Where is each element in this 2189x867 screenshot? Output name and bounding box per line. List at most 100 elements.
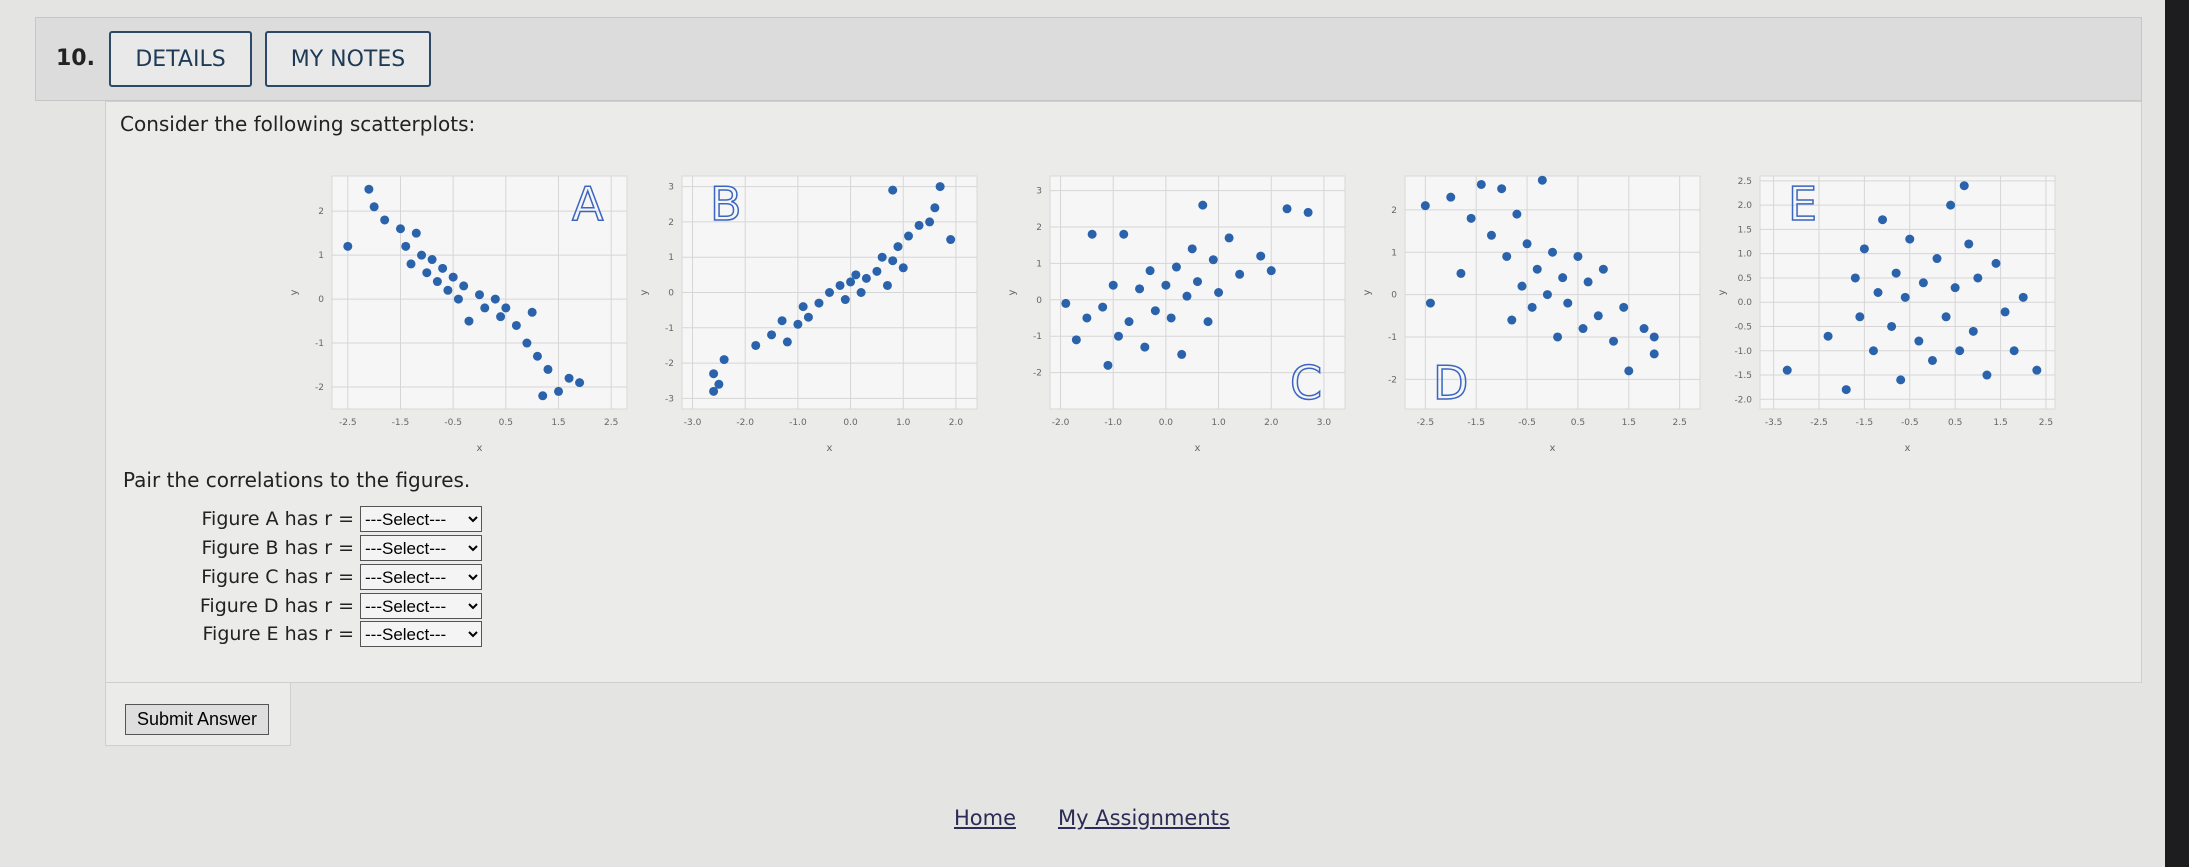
data-point [1224,233,1234,243]
correlation-select[interactable]: ---Select--- [360,564,482,590]
data-point [1868,346,1878,356]
x-tick-label: -3.0 [684,418,702,428]
data-point [1950,283,1960,293]
data-point [767,330,777,340]
x-axis-label: x [477,443,483,454]
data-point [888,256,898,266]
data-point [401,241,411,251]
y-tick-label: -0.5 [1734,322,1752,332]
data-point [882,280,892,290]
x-tick-label: -1.5 [1856,418,1874,428]
y-tick-label: 2.5 [1738,177,1752,187]
data-point [777,316,787,326]
y-tick-label: 0 [668,289,674,299]
data-point [1282,204,1292,214]
x-tick-label: -0.5 [1901,418,1919,428]
data-point [1598,264,1608,274]
data-point [1522,239,1532,249]
data-point [364,184,374,194]
data-point [1235,269,1245,279]
y-tick-label: 1 [318,251,324,261]
data-point [1593,311,1603,321]
correlation-select[interactable]: ---Select--- [360,593,482,619]
data-point [1973,273,1983,283]
data-point [1061,298,1071,308]
correlation-select[interactable]: ---Select--- [360,621,482,647]
data-point [709,369,719,379]
y-tick-label: 1 [1036,259,1042,269]
data-point [1119,229,1129,239]
home-link[interactable]: Home [954,806,1017,830]
data-point [522,338,532,348]
data-point [1558,273,1568,283]
x-tick-label: 1.5 [1622,418,1636,428]
y-tick-label: 1 [668,253,674,263]
data-point [1098,302,1108,312]
data-point [1425,298,1435,308]
correlation-select[interactable]: ---Select--- [360,506,482,532]
y-tick-label: -2 [1388,375,1397,385]
data-point [395,224,405,234]
data-point [914,220,924,230]
answer-label: Figure D has r = [199,595,354,617]
data-point [1208,255,1218,265]
data-point [1914,336,1924,346]
data-point [1113,331,1123,341]
y-tick-label: 1.5 [1738,225,1752,235]
data-point [422,268,432,278]
x-tick-label: -0.5 [444,418,462,428]
answer-row: Figure E has r = ---Select--- [130,620,482,648]
answer-row: Figure D has r = ---Select--- [130,592,482,620]
data-point [825,288,834,297]
y-tick-label: 0 [1036,296,1042,306]
data-point [1918,278,1928,288]
submit-button[interactable]: Submit Answer [125,704,269,735]
y-tick-label: 3 [1036,187,1042,197]
y-axis-label: y [289,289,300,295]
screen-edge [2165,0,2189,867]
data-point [1887,321,1897,331]
data-point [438,263,448,273]
x-tick-label: 3.0 [1317,418,1332,428]
x-tick-label: 0.0 [843,418,858,428]
answer-label: Figure A has r = [201,508,354,530]
y-tick-label: 1.0 [1738,250,1753,260]
data-point [1087,229,1097,239]
data-point [2009,346,2019,356]
data-point [1609,336,1619,346]
details-button[interactable]: DETAILS [109,31,252,87]
correlation-select[interactable]: ---Select--- [360,535,482,561]
handwritten-annotation: B [710,177,742,231]
y-tick-label: -1 [315,339,324,349]
assignments-link[interactable]: My Assignments [1058,806,1230,830]
data-point [1968,326,1978,336]
y-tick-label: -2 [1033,369,1042,379]
y-axis-label: y [1717,289,1728,295]
plot-area [1049,175,1346,410]
y-tick-label: 2 [1036,223,1042,233]
x-tick-label: 0.5 [1571,418,1585,428]
data-point [1150,306,1160,316]
data-point [1964,239,1974,249]
answer-label: Figure C has r = [201,566,354,588]
data-point [930,203,940,213]
data-point [1959,181,1969,191]
data-point [1649,332,1659,342]
plot-area [1759,175,2056,410]
data-point [1548,247,1557,257]
data-point [1563,298,1573,308]
notes-button[interactable]: MY NOTES [265,31,431,87]
data-point [1182,291,1192,301]
data-point [840,295,850,305]
data-point [1071,335,1081,345]
data-point [443,285,453,295]
data-point [1946,200,1956,210]
x-axis-label: x [1905,443,1911,454]
y-tick-label: -2 [315,383,324,393]
data-point [709,386,719,396]
data-point [1532,264,1542,274]
y-tick-label: -1 [1033,332,1042,342]
data-point [904,231,914,241]
y-tick-label: 0 [318,295,324,305]
data-point [496,312,506,322]
